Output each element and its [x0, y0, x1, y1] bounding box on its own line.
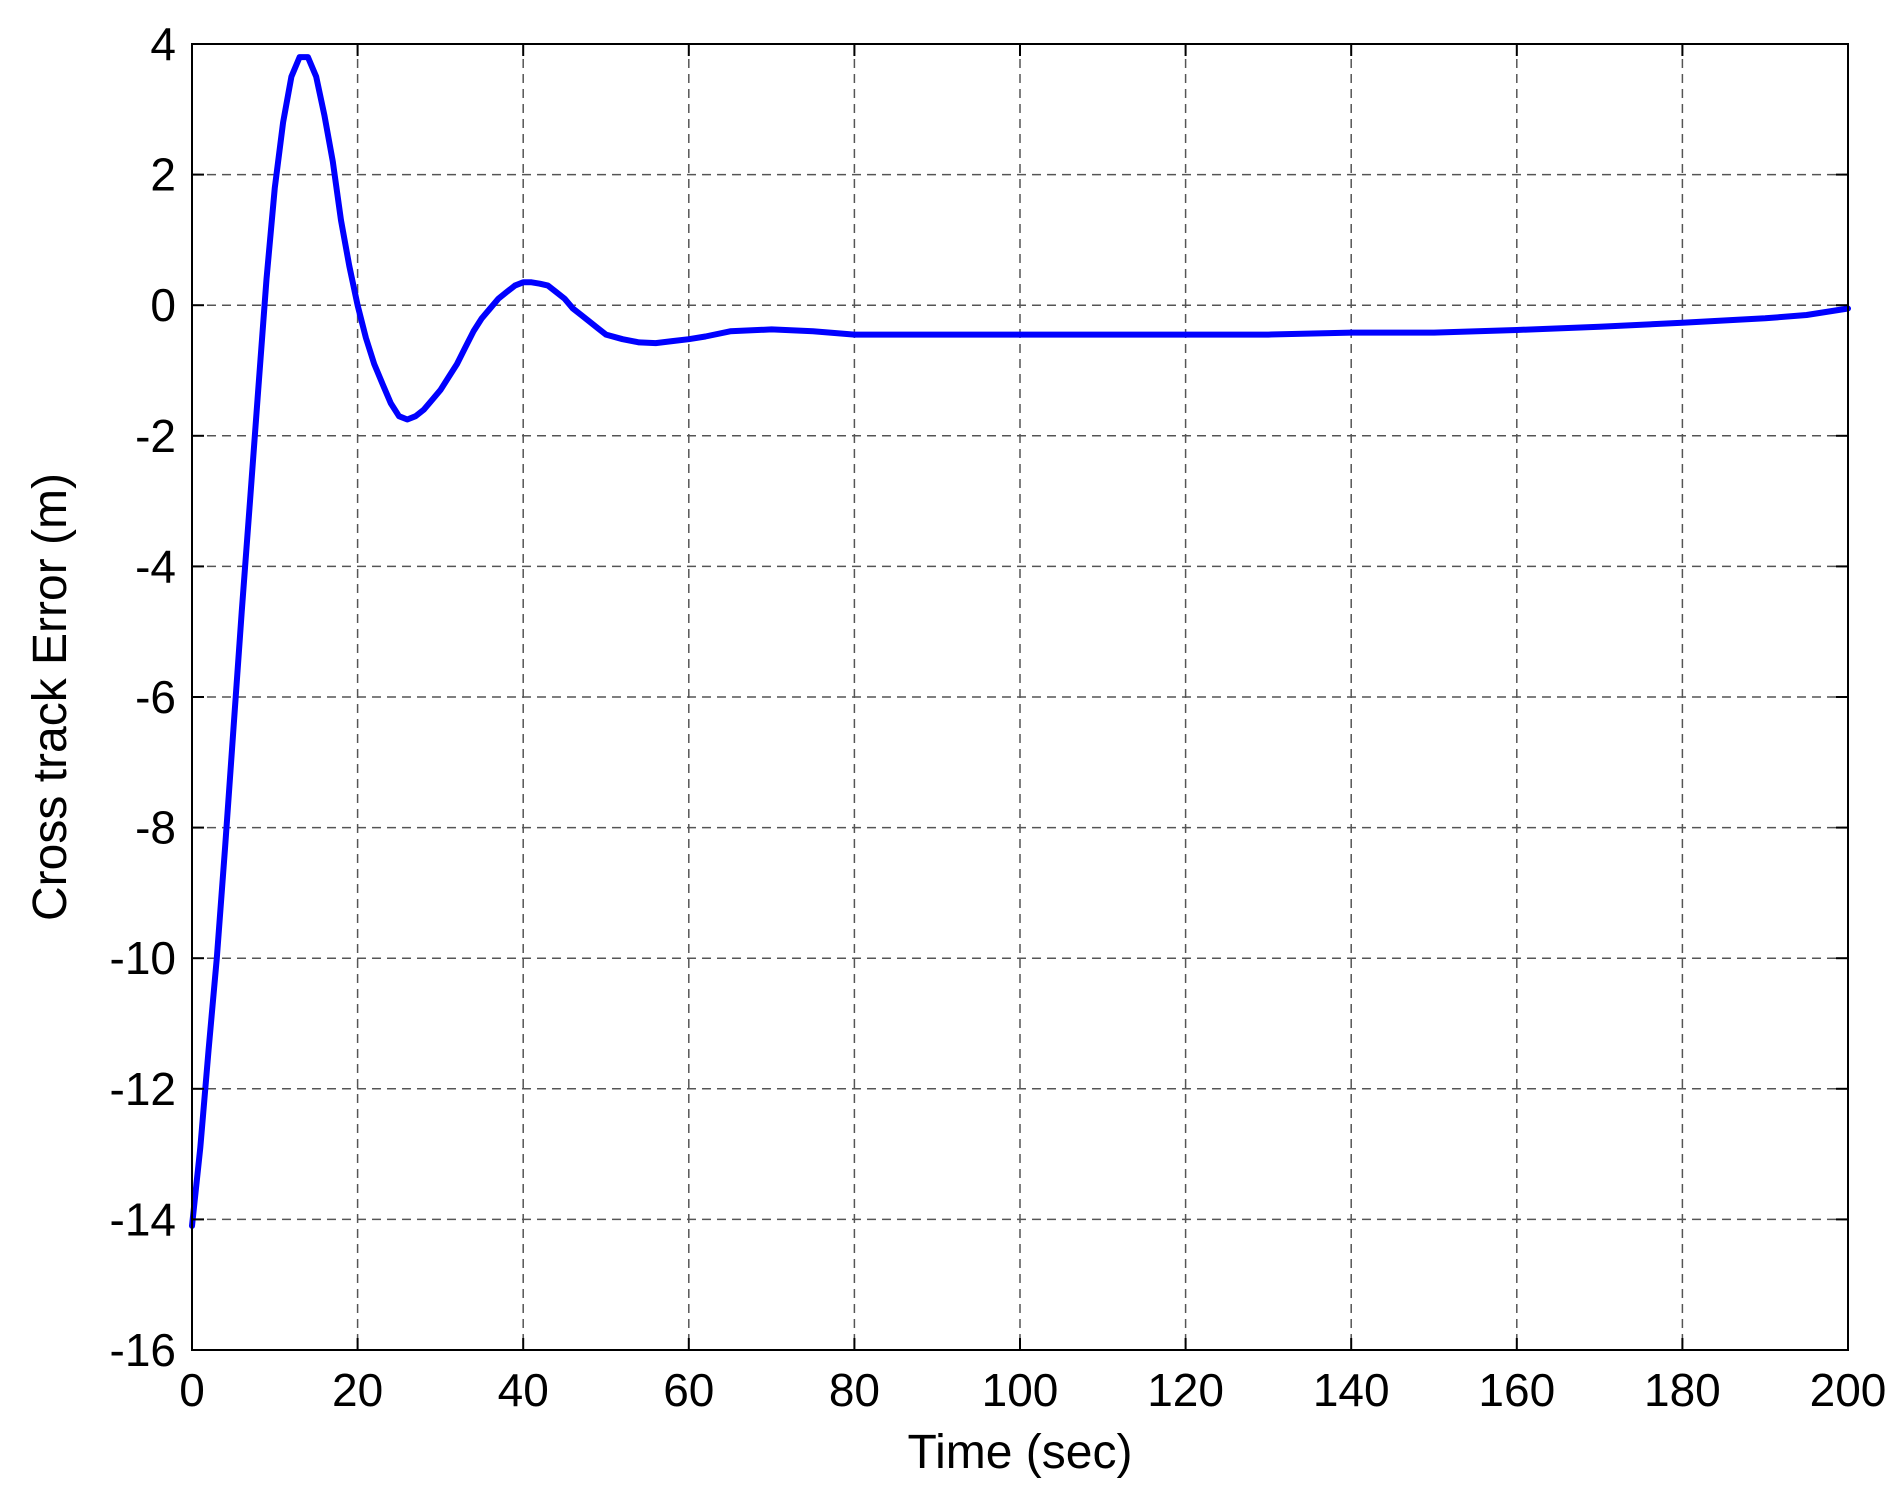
x-tick-label: 20 [332, 1364, 383, 1416]
x-tick-label: 80 [829, 1364, 880, 1416]
x-tick-label: 120 [1147, 1364, 1224, 1416]
x-axis-title: Time (sec) [908, 1426, 1133, 1479]
y-tick-label: -16 [110, 1324, 176, 1376]
y-tick-label: -14 [110, 1193, 176, 1245]
x-tick-label: 60 [663, 1364, 714, 1416]
y-tick-label: 4 [150, 18, 176, 70]
series-line-0 [189, 54, 1851, 1229]
y-tick-label: -6 [135, 671, 176, 723]
x-tick-label: 200 [1810, 1364, 1887, 1416]
y-tick-label: -12 [110, 1063, 176, 1115]
x-tick-label: 160 [1478, 1364, 1555, 1416]
series-layer [189, 54, 1851, 1229]
y-tick-label: 0 [150, 279, 176, 331]
y-tick-label: -8 [135, 802, 176, 854]
x-tick-label: 180 [1644, 1364, 1721, 1416]
y-tick-label: 2 [150, 149, 176, 201]
axis-tick-labels: 0 20 40 60 80 100 120 140 160 180 200420-2-4-6-8-1… [110, 18, 1887, 1416]
y-tick-label: -10 [110, 932, 176, 984]
grid [192, 44, 1848, 1350]
axis-ticks [191, 43, 1849, 1351]
x-tick-label: 140 [1313, 1364, 1390, 1416]
y-tick-label: -4 [135, 540, 176, 592]
x-tick-label: 0 [179, 1364, 205, 1416]
y-tick-label: -2 [135, 410, 176, 462]
x-tick-label: 40 [498, 1364, 549, 1416]
y-axis-title: Cross track Error (m) [24, 473, 77, 921]
x-tick-label: 100 [982, 1364, 1059, 1416]
